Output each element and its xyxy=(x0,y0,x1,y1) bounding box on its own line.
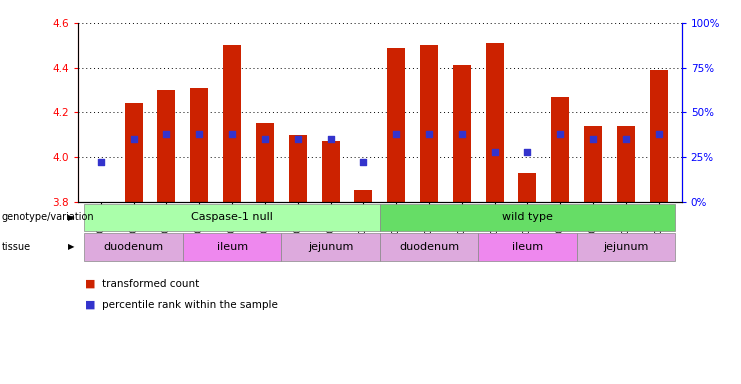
Text: transformed count: transformed count xyxy=(102,279,199,289)
Point xyxy=(423,131,435,137)
Point xyxy=(161,131,173,137)
Point xyxy=(95,159,107,166)
Point xyxy=(292,136,304,142)
Bar xyxy=(124,103,142,202)
Bar xyxy=(551,97,569,202)
Text: duodenum: duodenum xyxy=(104,242,164,252)
Bar xyxy=(453,65,471,202)
Text: jejunum: jejunum xyxy=(308,242,353,252)
Text: wild type: wild type xyxy=(502,212,553,222)
Bar xyxy=(157,90,176,202)
Bar xyxy=(617,126,635,202)
Point xyxy=(226,131,238,137)
Point xyxy=(522,149,534,155)
Text: genotype/variation: genotype/variation xyxy=(1,212,94,222)
Bar xyxy=(519,172,536,202)
Bar xyxy=(223,45,241,202)
Text: percentile rank within the sample: percentile rank within the sample xyxy=(102,300,277,310)
Bar xyxy=(322,141,339,202)
Point xyxy=(587,136,599,142)
Text: ■: ■ xyxy=(85,300,96,310)
Point xyxy=(259,136,270,142)
Bar xyxy=(485,43,504,202)
Text: ▶: ▶ xyxy=(67,213,74,222)
Bar xyxy=(387,48,405,202)
Point xyxy=(489,149,501,155)
Bar xyxy=(289,135,307,202)
Point xyxy=(620,136,632,142)
Text: ■: ■ xyxy=(85,279,96,289)
Point xyxy=(391,131,402,137)
Text: Caspase-1 null: Caspase-1 null xyxy=(191,212,273,222)
Bar xyxy=(650,70,668,202)
Text: ileum: ileum xyxy=(216,242,247,252)
Bar xyxy=(256,124,274,202)
Bar xyxy=(354,190,373,202)
Text: ▶: ▶ xyxy=(67,242,74,252)
Point xyxy=(456,131,468,137)
Point xyxy=(554,131,566,137)
Text: jejunum: jejunum xyxy=(603,242,648,252)
Point xyxy=(193,131,205,137)
Point xyxy=(357,159,369,166)
Text: tissue: tissue xyxy=(1,242,30,252)
Bar xyxy=(420,45,438,202)
Text: ileum: ileum xyxy=(512,242,543,252)
Point xyxy=(325,136,336,142)
Bar xyxy=(584,126,602,202)
Text: duodenum: duodenum xyxy=(399,242,459,252)
Point xyxy=(653,131,665,137)
Point xyxy=(127,136,139,142)
Bar xyxy=(190,88,208,202)
